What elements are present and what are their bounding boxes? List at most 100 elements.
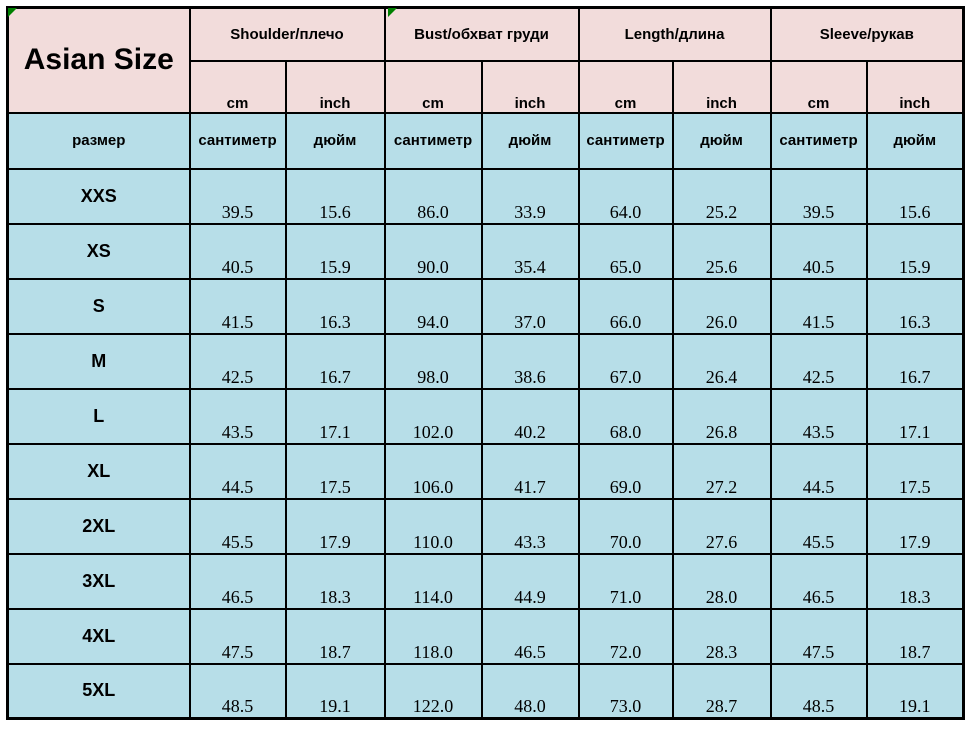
size-row: XXS 39.5 15.6 86.0 33.9 64.0 25.2 39.5 1…	[6, 167, 965, 225]
measurement-value: 25.6	[671, 222, 772, 280]
size-label: 5XL	[6, 662, 191, 720]
unit-header-ru-inch: дюйм	[480, 111, 580, 170]
column-group-bust: Bust/обхват груди	[383, 6, 580, 62]
measurement-value: 65.0	[577, 222, 674, 280]
size-label: S	[6, 277, 191, 335]
unit-header-cm: cm	[188, 59, 287, 114]
measurement-value: 27.6	[671, 497, 772, 555]
size-label: 4XL	[6, 607, 191, 665]
unit-header-cm: cm	[577, 59, 674, 114]
measurement-value: 18.7	[284, 607, 386, 665]
unit-header-ru-inch: дюйм	[284, 111, 386, 170]
size-label: L	[6, 387, 191, 445]
measurement-value: 114.0	[383, 552, 483, 610]
measurement-value: 40.2	[480, 387, 580, 445]
measurement-value: 42.5	[769, 332, 868, 390]
size-label: XXS	[6, 167, 191, 225]
measurement-value: 28.7	[671, 662, 772, 720]
measurement-value: 27.2	[671, 442, 772, 500]
measurement-value: 17.9	[284, 497, 386, 555]
measurement-value: 19.1	[284, 662, 386, 720]
measurement-value: 16.3	[284, 277, 386, 335]
measurement-value: 67.0	[577, 332, 674, 390]
unit-header-inch: inch	[671, 59, 772, 114]
measurement-value: 38.6	[480, 332, 580, 390]
size-row: L 43.5 17.1 102.0 40.2 68.0 26.8 43.5 17…	[6, 387, 965, 445]
size-label: XL	[6, 442, 191, 500]
measurement-value: 18.7	[865, 607, 965, 665]
measurement-value: 17.5	[284, 442, 386, 500]
size-label: M	[6, 332, 191, 390]
measurement-value: 73.0	[577, 662, 674, 720]
measurement-value: 70.0	[577, 497, 674, 555]
chart-title: Asian Size	[6, 6, 191, 114]
measurement-value: 41.5	[188, 277, 287, 335]
size-label: 3XL	[6, 552, 191, 610]
measurement-value: 39.5	[188, 167, 287, 225]
measurement-value: 47.5	[769, 607, 868, 665]
russian-units-row: размер сантиметр дюйм сантиметр дюйм сан…	[6, 111, 965, 170]
size-chart-table: Asian Size Shoulder/плечо Bust/обхват гр…	[6, 6, 966, 720]
measurement-value: 71.0	[577, 552, 674, 610]
measurement-value: 42.5	[188, 332, 287, 390]
measurement-value: 35.4	[480, 222, 580, 280]
measurement-value: 98.0	[383, 332, 483, 390]
measurement-value: 15.6	[284, 167, 386, 225]
measurement-value: 15.6	[865, 167, 965, 225]
measurement-value: 37.0	[480, 277, 580, 335]
measurement-value: 40.5	[769, 222, 868, 280]
measurement-value: 33.9	[480, 167, 580, 225]
unit-header-ru-cm: сантиметр	[383, 111, 483, 170]
measurement-value: 68.0	[577, 387, 674, 445]
measurement-value: 44.5	[188, 442, 287, 500]
measurement-value: 26.4	[671, 332, 772, 390]
size-label: 2XL	[6, 497, 191, 555]
measurement-value: 15.9	[865, 222, 965, 280]
measurement-value: 39.5	[769, 167, 868, 225]
unit-header-cm: cm	[383, 59, 483, 114]
measurement-value: 46.5	[480, 607, 580, 665]
measurement-value: 72.0	[577, 607, 674, 665]
measurement-value: 16.7	[284, 332, 386, 390]
measurement-value: 86.0	[383, 167, 483, 225]
measurement-value: 18.3	[284, 552, 386, 610]
unit-header-cm: cm	[769, 59, 868, 114]
measurement-value: 118.0	[383, 607, 483, 665]
measurement-value: 46.5	[769, 552, 868, 610]
size-column-header-ru: размер	[6, 111, 191, 170]
column-group-shoulder: Shoulder/плечо	[188, 6, 386, 62]
unit-header-ru-cm: сантиметр	[577, 111, 674, 170]
measurement-value: 122.0	[383, 662, 483, 720]
measurement-value: 16.7	[865, 332, 965, 390]
unit-header-ru-cm: сантиметр	[188, 111, 287, 170]
measurement-value: 43.3	[480, 497, 580, 555]
measurement-value: 69.0	[577, 442, 674, 500]
measurement-value: 44.5	[769, 442, 868, 500]
measurement-value: 48.0	[480, 662, 580, 720]
unit-header-ru-inch: дюйм	[671, 111, 772, 170]
measurement-value: 94.0	[383, 277, 483, 335]
excel-error-flag-icon	[388, 8, 397, 17]
measurement-value: 25.2	[671, 167, 772, 225]
measurement-value: 41.5	[769, 277, 868, 335]
header-group-row: Asian Size Shoulder/плечо Bust/обхват гр…	[6, 6, 965, 114]
measurement-value: 45.5	[769, 497, 868, 555]
size-row: XL 44.5 17.5 106.0 41.7 69.0 27.2 44.5 1…	[6, 442, 965, 500]
size-row: 4XL 47.5 18.7 118.0 46.5 72.0 28.3 47.5 …	[6, 607, 965, 665]
measurement-value: 45.5	[188, 497, 287, 555]
measurement-value: 41.7	[480, 442, 580, 500]
measurement-value: 26.0	[671, 277, 772, 335]
unit-header-inch: inch	[865, 59, 965, 114]
measurement-value: 17.1	[865, 387, 965, 445]
unit-header-ru-cm: сантиметр	[769, 111, 868, 170]
measurement-value: 44.9	[480, 552, 580, 610]
column-group-sleeve: Sleeve/рукав	[769, 6, 965, 62]
measurement-value: 110.0	[383, 497, 483, 555]
size-label: XS	[6, 222, 191, 280]
size-row: 5XL 48.5 19.1 122.0 48.0 73.0 28.7 48.5 …	[6, 662, 965, 720]
measurement-value: 17.5	[865, 442, 965, 500]
excel-error-flag-icon	[8, 8, 17, 17]
size-row: 3XL 46.5 18.3 114.0 44.9 71.0 28.0 46.5 …	[6, 552, 965, 610]
measurement-value: 26.8	[671, 387, 772, 445]
measurement-value: 17.1	[284, 387, 386, 445]
